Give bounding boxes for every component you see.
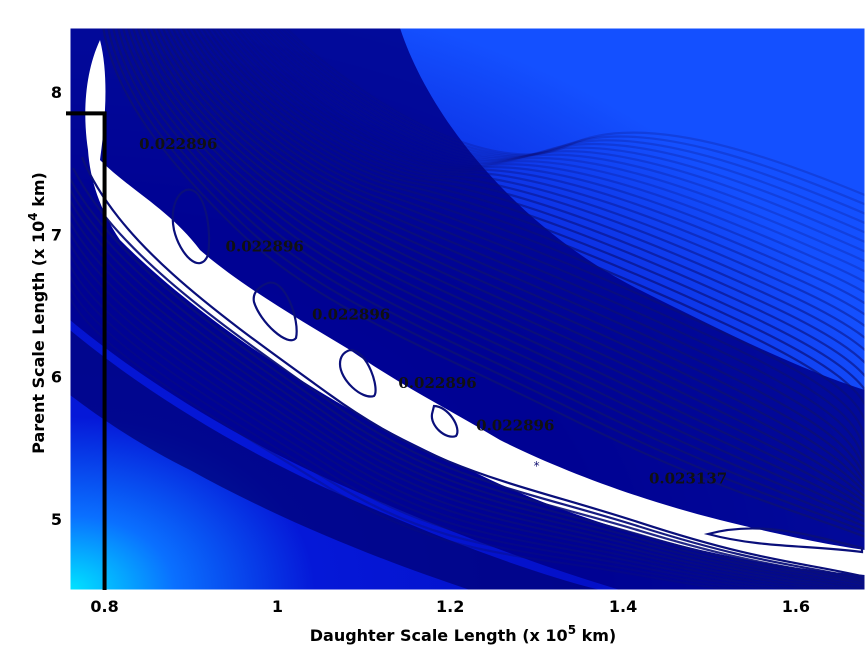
contour-line: [70, 286, 759, 590]
contour-line: [226, 28, 865, 413]
contour-line: [70, 178, 865, 584]
contour-line: [136, 28, 865, 503]
contour-label: 0.023137: [649, 469, 727, 487]
contour-line: [70, 232, 844, 590]
contour-line: [250, 28, 865, 389]
x-tick-label: 0.8: [90, 597, 118, 616]
y-tick-label: 6: [51, 368, 62, 387]
closed-contour: [171, 188, 211, 265]
darker-band: [70, 330, 600, 590]
contour-line: [206, 28, 865, 433]
contour-lines: [70, 28, 865, 590]
contour-line: [70, 199, 865, 589]
contour-line: [112, 28, 865, 528]
y-tick-label: 5: [51, 510, 62, 529]
contour-line: [265, 28, 865, 374]
contour-line: [241, 28, 865, 399]
contour-line: [107, 28, 865, 533]
contour-line: [245, 28, 865, 394]
contour-line: [131, 28, 865, 508]
closed-contours: [171, 188, 864, 554]
contour-line: [255, 28, 865, 384]
closed-contour: [252, 281, 298, 342]
contour-line: [275, 28, 865, 364]
minimum-marker: *: [534, 459, 540, 473]
contour-line: [176, 28, 865, 463]
contour-line: [285, 28, 865, 354]
contour-line: [70, 264, 797, 590]
contour-line: [80, 156, 865, 578]
contour-label: 0.022896: [398, 374, 476, 392]
contour-line: [221, 28, 865, 418]
contour-line: [102, 28, 865, 538]
contour-line: [196, 28, 865, 443]
bracket-marker: [66, 111, 107, 590]
contour-line: [181, 28, 865, 458]
contour-line: [151, 28, 865, 488]
contour-line: [166, 28, 865, 473]
contour-line: [191, 28, 865, 448]
contour-line: [122, 28, 865, 518]
contour-line: [156, 28, 865, 483]
contour-line: [70, 221, 857, 590]
plot-frame: [69, 27, 866, 591]
y-tick-label: 8: [51, 83, 62, 102]
contour-line: [171, 28, 865, 468]
contour-label: 0.022896: [226, 237, 304, 255]
contour-line: [231, 28, 865, 408]
contour-line: [211, 28, 865, 428]
contour-line: [201, 28, 865, 438]
contour-label: 0.022896: [476, 417, 554, 435]
contour-line: [126, 28, 865, 513]
contour-line: [70, 243, 830, 590]
y-axis-label: Parent Scale Length (x 104 km): [26, 172, 48, 454]
contour-line: [72, 167, 865, 581]
contour-line: [260, 28, 865, 379]
x-tick-label: 1.4: [609, 597, 637, 616]
x-tick-label: 1.6: [782, 597, 810, 616]
closed-contour: [338, 348, 377, 398]
minimum-valley: [85, 40, 865, 575]
contour-line: [161, 28, 865, 478]
contour-line: [270, 28, 865, 369]
closed-contour: [430, 404, 459, 438]
contour-line: [280, 28, 865, 359]
x-tick-label: 1.2: [436, 597, 464, 616]
contour-line: [141, 28, 865, 498]
contour-line: [70, 253, 814, 590]
plot-area: [70, 28, 865, 590]
contour-line: [236, 28, 865, 404]
y-tick-label: 7: [51, 225, 62, 244]
y-axis-ticks: 5 6 7 8: [51, 83, 62, 529]
contour-line: [216, 28, 865, 423]
x-axis-ticks: 0.8 1 1.2 1.4 1.6: [90, 597, 810, 616]
contour-line: [70, 210, 865, 590]
contour-line: [117, 28, 865, 523]
contour-label: 0.022896: [139, 135, 217, 153]
x-axis-label: Daughter Scale Length (x 105 km): [310, 623, 617, 645]
x-tick-label: 1: [272, 597, 283, 616]
contour-line: [70, 275, 779, 590]
closed-contour: [703, 527, 864, 554]
contour-line: [70, 189, 865, 586]
contour-label: 0.022896: [312, 306, 390, 324]
contour-labels: 0.022896 0.022896 0.022896 0.022896 0.022896…: [139, 135, 727, 487]
contour-line: [186, 28, 865, 453]
contour-line: [146, 28, 865, 493]
contour-line: [70, 297, 738, 590]
